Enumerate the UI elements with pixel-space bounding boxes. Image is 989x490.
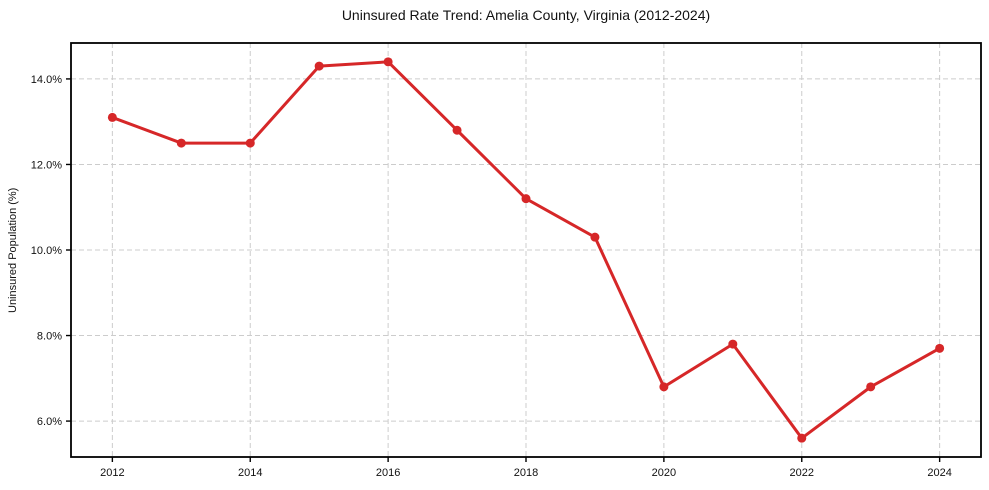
data-point	[176, 138, 186, 148]
x-tick-label: 2022	[790, 467, 814, 479]
y-tick-label: 8.0%	[37, 331, 62, 343]
y-tick-label: 10.0%	[31, 245, 62, 257]
x-tick-label: 2012	[100, 467, 124, 479]
data-point	[314, 61, 324, 71]
data-point	[659, 382, 669, 392]
data-point	[245, 138, 255, 148]
x-tick-label: 2016	[376, 467, 400, 479]
data-point	[452, 125, 462, 135]
data-point	[590, 232, 600, 242]
data-point	[935, 343, 945, 353]
chart-title: Uninsured Rate Trend: Amelia County, Vir…	[341, 7, 711, 23]
x-tick-label: 2018	[514, 467, 538, 479]
data-point	[521, 194, 531, 204]
x-tick-label: 2014	[238, 467, 262, 479]
y-tick-label: 14.0%	[31, 74, 62, 86]
data-point	[107, 112, 117, 122]
data-point	[866, 382, 876, 392]
data-point	[728, 339, 738, 349]
data-point	[383, 57, 393, 67]
y-tick-label: 6.0%	[37, 416, 62, 428]
data-point	[797, 433, 807, 443]
y-tick-label: 12.0%	[31, 159, 62, 171]
x-tick-label: 2024	[927, 467, 951, 479]
x-tick-label: 2020	[652, 467, 676, 479]
